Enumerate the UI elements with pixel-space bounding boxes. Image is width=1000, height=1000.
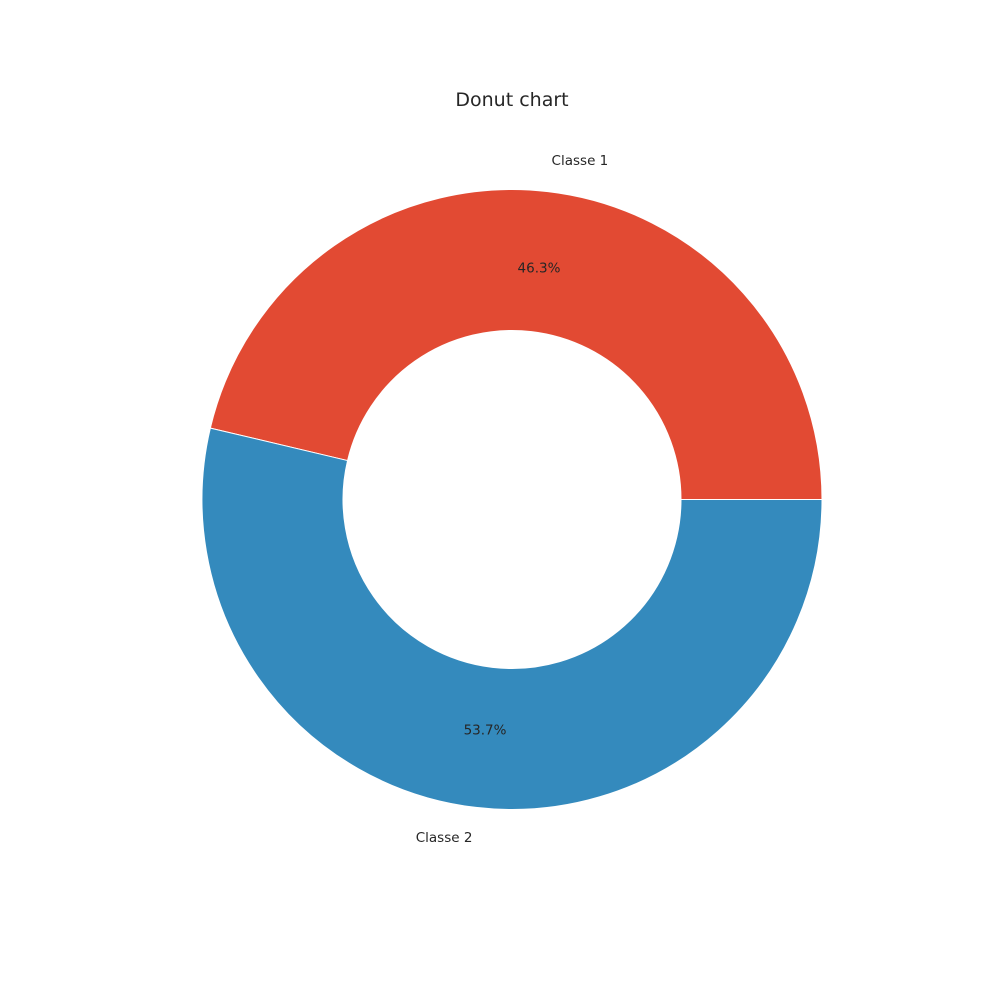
- donut-slices: [201, 189, 823, 810]
- slice-label-1: Classe 1: [552, 153, 609, 169]
- percent-label-2: 53.7%: [464, 722, 507, 738]
- chart-title: Donut chart: [455, 89, 568, 111]
- donut-slice-2: [201, 427, 823, 810]
- percent-label-1: 46.3%: [518, 261, 561, 277]
- donut-labels: Classe 1 46.3% Classe 2 53.7%: [416, 153, 609, 846]
- donut-slice-1: [209, 189, 823, 500]
- slice-label-2: Classe 2: [416, 830, 473, 846]
